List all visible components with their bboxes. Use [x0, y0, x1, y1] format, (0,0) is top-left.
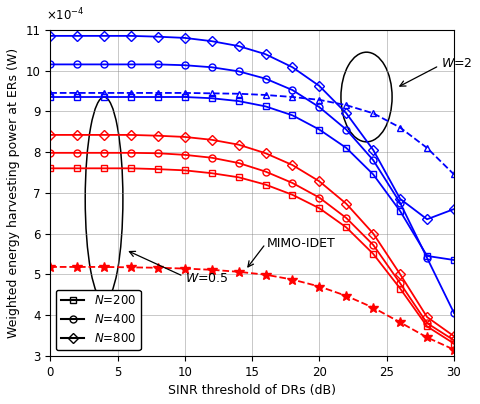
- Text: $\times10^{-4}$: $\times10^{-4}$: [46, 6, 85, 23]
- Text: MIMO-IDET: MIMO-IDET: [267, 237, 336, 250]
- Text: $W$=2: $W$=2: [441, 57, 472, 70]
- Legend: $N$=200, $N$=400, $N$=800: $N$=200, $N$=400, $N$=800: [56, 290, 141, 350]
- X-axis label: SINR threshold of DRs (dB): SINR threshold of DRs (dB): [168, 384, 336, 397]
- Text: $W$=0.5: $W$=0.5: [185, 272, 228, 285]
- Y-axis label: Weighted energy harvesting power at ERs (W): Weighted energy harvesting power at ERs …: [7, 48, 20, 338]
